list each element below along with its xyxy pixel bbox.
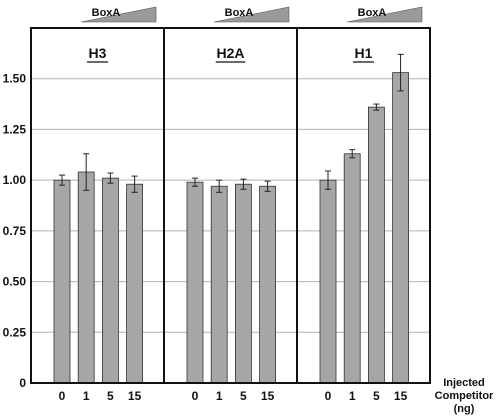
bar bbox=[234, 183, 252, 384]
boxa-wedge bbox=[213, 6, 290, 23]
bar bbox=[53, 179, 71, 384]
panel-title: H2A bbox=[216, 45, 244, 61]
bar bbox=[343, 153, 361, 384]
y-tick-label: 1.25 bbox=[3, 122, 27, 136]
x-tick-label: 1 bbox=[349, 389, 356, 403]
x-axis-caption: Competitor bbox=[435, 390, 494, 402]
x-tick-label: 5 bbox=[107, 389, 114, 403]
boxa-wedge bbox=[346, 6, 423, 23]
bar bbox=[319, 179, 337, 384]
bar bbox=[367, 106, 385, 384]
bars bbox=[53, 53, 410, 384]
x-tick-label: 15 bbox=[128, 389, 142, 403]
x-tick-label: 0 bbox=[59, 389, 66, 403]
boxa-wedge bbox=[80, 6, 157, 23]
y-tick-label: 0.25 bbox=[3, 325, 27, 339]
bar bbox=[102, 177, 119, 384]
plot-frame bbox=[30, 27, 431, 384]
x-tick-label: 1 bbox=[216, 389, 223, 403]
x-tick-label: 5 bbox=[373, 389, 380, 403]
x-tick-label: 0 bbox=[192, 389, 199, 403]
x-tick-label: 15 bbox=[394, 389, 408, 403]
panel-title: H1 bbox=[355, 45, 373, 61]
bar bbox=[126, 183, 143, 384]
bar bbox=[77, 171, 95, 384]
boxa-label: BoxA bbox=[358, 7, 387, 19]
x-axis-caption: Injected bbox=[443, 377, 485, 389]
y-tick-label: 0 bbox=[19, 376, 26, 390]
bar bbox=[392, 72, 410, 384]
boxa-label: BoxA bbox=[225, 7, 254, 19]
y-tick-label: 1.50 bbox=[3, 72, 27, 86]
x-tick-label: 15 bbox=[261, 389, 275, 403]
y-tick-label: 0.75 bbox=[3, 224, 27, 238]
panel-title: H3 bbox=[89, 45, 107, 61]
x-tick-label: 0 bbox=[325, 389, 332, 403]
boxa-label: BoxA bbox=[92, 7, 121, 19]
y-tick-label: 1.00 bbox=[3, 173, 27, 187]
bar bbox=[186, 181, 204, 384]
grid-lines bbox=[31, 78, 430, 333]
y-tick-label: 0.50 bbox=[3, 275, 27, 289]
bar bbox=[210, 185, 228, 384]
x-tick-label: 5 bbox=[240, 389, 247, 403]
bar bbox=[259, 185, 277, 384]
x-axis-caption: (ng) bbox=[454, 403, 475, 415]
x-tick-label: 1 bbox=[83, 389, 90, 403]
panel-frames bbox=[30, 27, 431, 384]
